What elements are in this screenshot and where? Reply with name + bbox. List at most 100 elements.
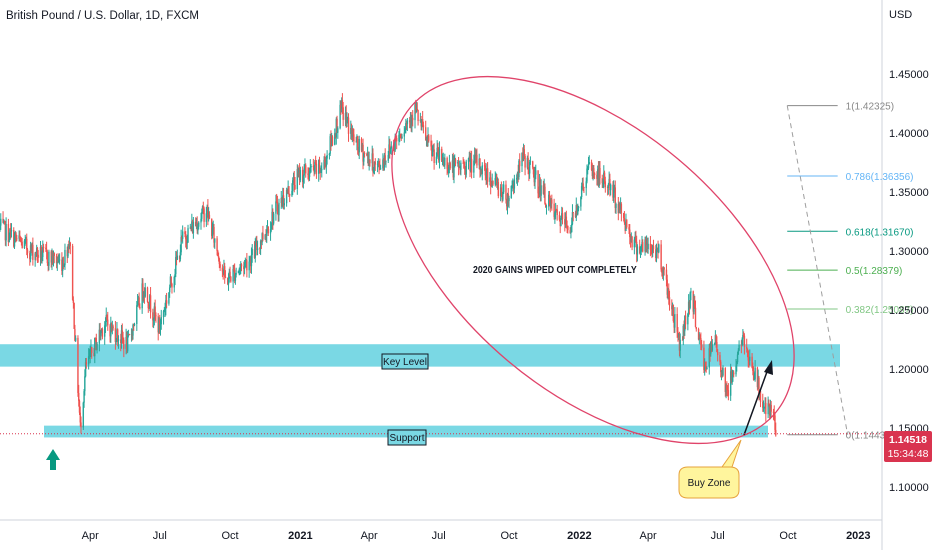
candle-body [757,377,759,388]
candle-body [449,162,451,169]
candle-body [228,271,230,279]
candle-body [540,185,542,196]
candle-body [768,403,770,405]
support-label-box[interactable] [387,429,427,446]
candle-body [412,117,414,121]
candle-body [8,239,10,242]
candle-body [249,259,251,262]
candle-body [224,266,226,277]
headline-annotation[interactable]: 2020 GAINS WIPED OUT COMPLETELY [473,263,637,275]
x-tick-label: 2023 [846,530,870,542]
candle-body [202,206,205,209]
candle-body [238,269,240,271]
candle-body [153,306,156,320]
candle-body [324,162,327,167]
candle-body [405,123,408,125]
candle-body [624,222,626,231]
candle-body [526,157,529,168]
candle-body [700,344,703,348]
candle-body [476,154,478,166]
candle-body [15,233,17,239]
candle-body [347,117,350,134]
candle-body [305,165,307,174]
candle-body [490,186,493,187]
candle-body [569,230,571,234]
candle-body [68,245,70,249]
candle-body [752,367,754,371]
candle-body [542,185,545,194]
candle-body [427,135,429,140]
candle-body [442,160,444,162]
candle-body [489,177,491,182]
candle-body [679,339,681,351]
candle-body [256,248,259,251]
candle-body [328,153,331,156]
candle-body [373,169,375,173]
candle-body [350,127,353,138]
candle-body [399,134,401,136]
candle-body [61,264,64,271]
candle-body [63,265,65,267]
key-level-label-box[interactable] [381,353,429,370]
candle-body [551,199,553,204]
candle-body [479,158,481,170]
candle-body [415,108,418,112]
candle-body [334,133,337,138]
candle-body [721,372,723,376]
candle-body [339,104,341,129]
candle-body [35,247,38,257]
x-tick-label: Oct [221,530,238,542]
candle-body [389,144,391,153]
candle-body [711,344,714,351]
candle-body [318,160,320,174]
candle-body [619,204,622,210]
time-axis[interactable]: Apr Jul Oct 2021 Apr Jul Oct 2022 Apr Jul Oct 2023 [82,530,871,542]
candle-body [619,203,621,210]
candle-body [67,245,69,257]
candle-body [358,139,360,153]
candle-body [315,163,318,174]
candle-body [641,242,643,247]
candle-body [48,251,50,266]
candle-body [197,226,199,231]
candle-body [146,287,149,302]
candle-body [179,252,182,260]
scroll-to-start-marker[interactable] [50,458,56,470]
candle-body [98,329,101,344]
candle-body [190,227,192,230]
candle-body [240,264,243,267]
candle-body [272,213,275,224]
candle-body [52,253,55,264]
candle-body [299,169,302,181]
candle-body [262,233,264,240]
candle-body [444,158,446,166]
candle-body [277,211,279,216]
candle-body [158,319,160,333]
candle-body [35,253,37,257]
fib-level-label: 0(1.14432) [846,431,894,442]
candle-body [170,276,172,284]
candle-body [508,198,510,202]
candle-body [677,331,679,337]
x-tick-label: 2021 [288,530,312,542]
symbol-title[interactable]: British Pound / U.S. Dollar, 1D, FXCM [6,10,199,22]
candle-body [587,168,589,170]
candle-body [722,368,724,376]
candle-body [191,221,193,230]
candle-body [265,234,267,236]
candle-body [555,209,558,211]
candle-body [369,159,371,164]
candle-body [232,268,234,282]
candle-body [174,274,176,278]
candle-body [398,134,400,142]
candle-body [373,161,376,170]
candle-body [633,239,636,248]
candle-body [230,276,232,282]
candle-body [561,213,564,219]
buy-zone-callout[interactable] [678,439,742,499]
candle-body [31,244,33,251]
fib-level-label: 1(1.42325) [846,102,894,113]
candle-body [673,321,675,328]
candle-body [110,322,112,337]
